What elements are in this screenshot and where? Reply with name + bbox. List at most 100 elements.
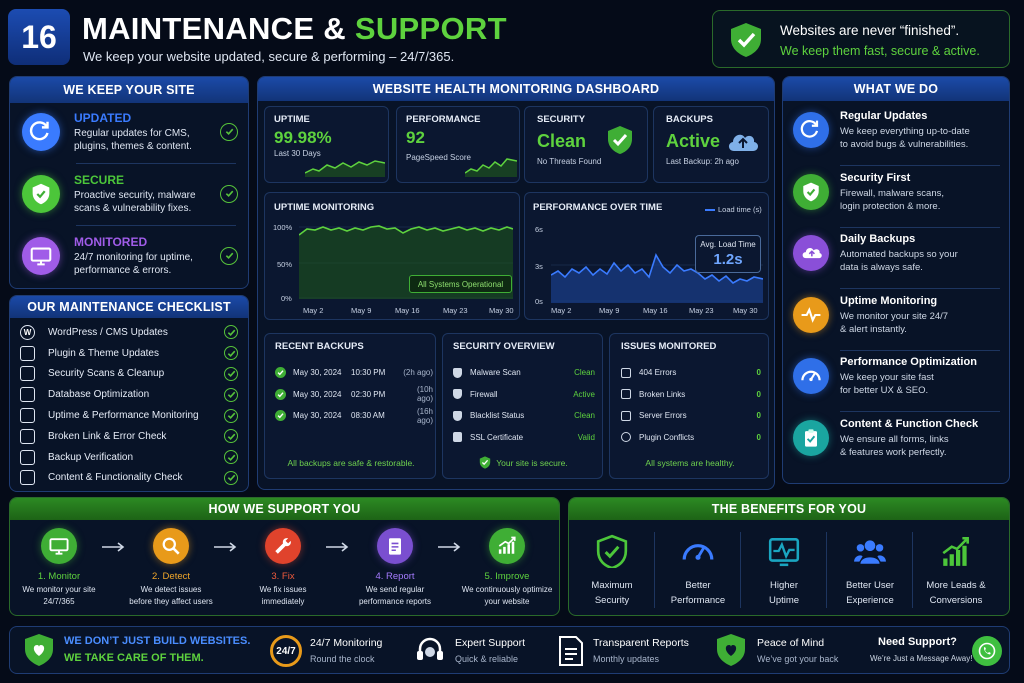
check-icon xyxy=(224,387,238,402)
check-icon xyxy=(224,366,238,381)
issues-footer: All systems are healthy. xyxy=(645,458,735,468)
keep-item-desc: Regular updates for CMS, xyxy=(74,128,190,139)
whatsapp-button[interactable] xyxy=(972,636,1002,666)
security-label: SECURITY xyxy=(537,114,586,125)
footer-item-sub: Quick & reliable xyxy=(455,654,519,664)
headset-icon xyxy=(417,637,443,660)
speedometer-icon xyxy=(682,544,714,560)
quote-line-1: Websites are never “finished”. xyxy=(780,23,960,38)
checklist-item: Backup Verification xyxy=(20,447,238,468)
backup-ago: (10h ago) xyxy=(416,385,433,404)
check-icon xyxy=(224,325,238,340)
axis-tick: 50% xyxy=(277,260,293,269)
keep-item-title: MONITORED xyxy=(74,235,148,249)
shield-check-icon xyxy=(608,126,632,154)
what-we-do-item-title: Security First xyxy=(840,171,911,184)
what-we-do-item-desc: We keep your site fast xyxy=(840,372,934,383)
issue-row-count: 0 xyxy=(756,411,761,421)
support-step-desc: before they affect users xyxy=(129,597,213,606)
what-we-do-panel: WHAT WE DO Regular Updates We keep every… xyxy=(782,76,1010,484)
how-we-support-title: HOW WE SUPPORT YOU xyxy=(10,498,559,520)
monitor-icon xyxy=(22,236,60,275)
benefit-label: Maximum xyxy=(591,580,633,591)
checklist-item: Content & Functionality Check xyxy=(20,468,238,489)
security-overview-title: SECURITY OVERVIEW xyxy=(453,341,555,352)
benefit-label: Better User xyxy=(845,580,895,591)
divider xyxy=(840,349,1000,351)
checklist-item: Uptime & Performance Monitoring xyxy=(20,405,238,426)
refresh-icon xyxy=(793,112,829,148)
what-we-do-item: Uptime Monitoring We monitor your site 2… xyxy=(793,295,1003,335)
footer-bar: WE DON’T JUST BUILD WEBSITES. WE TAKE CA… xyxy=(9,626,1010,674)
search-icon xyxy=(153,528,189,564)
backups-sub: Last Backup: 2h ago xyxy=(666,157,739,166)
cloud-upload-icon xyxy=(793,235,829,271)
cloud-upload-icon xyxy=(20,449,35,465)
support-step-label: 1. Monitor xyxy=(37,571,81,582)
issue-row-label: 404 Errors xyxy=(639,368,677,378)
backup-date: May 30, 2024 xyxy=(293,389,342,399)
maintenance-checklist-panel: OUR MAINTENANCE CHECKLIST W WordPress / … xyxy=(9,295,249,492)
support-step-desc: 24/7/365 xyxy=(43,597,75,606)
issue-row-label: Broken Links xyxy=(639,389,686,399)
check-circle-icon xyxy=(275,410,286,422)
growth-chart-icon xyxy=(942,536,969,566)
benefit-label: Experience xyxy=(846,595,894,606)
check-circle-icon xyxy=(275,367,286,379)
monitor-icon xyxy=(41,528,77,564)
support-step-desc: We send regular xyxy=(365,585,425,594)
backups-label: BACKUPS xyxy=(666,114,713,125)
recent-backups-title: RECENT BACKUPS xyxy=(275,341,364,352)
support-step-label: 5. Improve xyxy=(484,571,530,582)
issues-monitored-title: ISSUES MONITORED xyxy=(621,341,717,352)
issue-row-label: Plugin Conflicts xyxy=(639,432,695,442)
backup-time: 08:30 AM xyxy=(351,411,385,421)
what-we-do-item: Performance Optimization We keep your si… xyxy=(793,356,1003,396)
security-overview-card: SECURITY OVERVIEW Malware Scan Clean Fir… xyxy=(442,333,603,479)
issue-row: Server Errors 0 xyxy=(621,405,761,427)
pulse-icon xyxy=(768,538,800,567)
uptime-label: UPTIME xyxy=(274,114,310,125)
avg-load-time-box: Avg. Load Time 1.2s xyxy=(695,235,761,273)
broken-link-icon xyxy=(621,389,631,400)
shield-icon xyxy=(20,366,35,382)
keep-item-desc: 24/7 monitoring for uptime, xyxy=(74,252,193,263)
shield-check-icon xyxy=(596,534,628,568)
document-icon xyxy=(20,470,35,486)
benefit-label: More Leads & xyxy=(926,580,986,591)
what-we-do-title: WHAT WE DO xyxy=(783,77,1009,101)
what-we-do-item-desc: We monitor your site 24/7 xyxy=(840,310,949,322)
wordpress-icon: W xyxy=(20,324,35,340)
security-value: Clean xyxy=(537,131,587,151)
speedometer-icon xyxy=(793,358,829,394)
what-we-do-item-desc: for better UX & SEO. xyxy=(840,385,929,396)
backup-time: 02:30 PM xyxy=(351,389,386,399)
checklist-item: Database Optimization xyxy=(20,384,238,405)
check-circle-icon xyxy=(275,388,286,400)
arrow-right-icon xyxy=(214,542,237,552)
security-row: Firewall Active xyxy=(453,384,595,406)
flame-icon xyxy=(453,389,462,400)
checklist-item: Security Scans & Cleanup xyxy=(20,364,238,385)
divider xyxy=(840,411,1000,412)
footer-line-2: WE TAKE CARE OF THEM. xyxy=(64,652,204,664)
footer-item-sub: Monthly updates xyxy=(593,654,660,664)
backup-row: May 30, 2024 08:30 AM (16h ago) xyxy=(275,405,433,427)
checklist-item-label: Plugin & Theme Updates xyxy=(48,347,159,359)
quote-line-2: We keep them fast, secure & active. xyxy=(780,44,980,58)
checklist-item-label: Database Optimization xyxy=(48,389,150,401)
check-icon xyxy=(224,450,238,465)
support-step-desc: We fix issues xyxy=(259,585,307,594)
security-row-status: Active xyxy=(573,389,595,399)
axis-tick: May 16 xyxy=(395,306,420,315)
axis-tick: May 23 xyxy=(443,306,468,315)
axis-tick: 0% xyxy=(281,294,292,303)
growth-chart-icon xyxy=(489,528,525,564)
checklist-item-label: Backup Verification xyxy=(48,451,134,463)
what-we-do-item-desc: Firewall, malware scans, xyxy=(840,187,944,199)
issue-row-count: 0 xyxy=(756,432,761,442)
shield-heart-icon xyxy=(717,634,745,666)
backup-time: 10:30 PM xyxy=(351,368,386,378)
divider xyxy=(76,163,236,164)
what-we-do-item-title: Content & Function Check xyxy=(840,417,979,430)
